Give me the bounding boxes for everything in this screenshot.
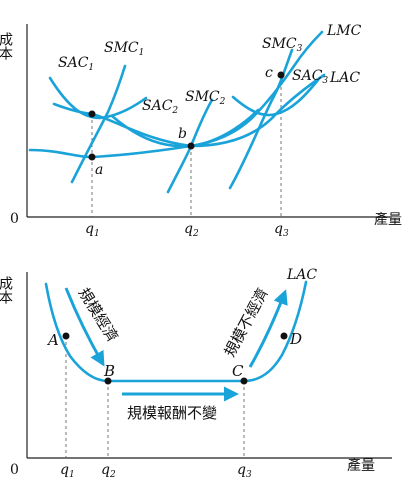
point-D-label: D xyxy=(289,330,302,348)
sac3-label: SAC3 xyxy=(292,68,328,86)
bottom-tick-q2: q2 xyxy=(101,462,116,480)
smc2-label: SMC2 xyxy=(185,89,226,107)
point-a-dot xyxy=(88,153,96,161)
top-diagram: 成本 0 產量 a b c SAC1 SMC1 SAC2 xyxy=(0,23,402,239)
bottom-x-axis-label: 產量 xyxy=(347,457,375,474)
smc1-label: SMC1 xyxy=(104,40,144,58)
point-C-dot xyxy=(240,377,248,385)
point-A-dot xyxy=(62,332,70,340)
top-x-axis-label: 產量 xyxy=(374,211,402,228)
lac-label: LAC xyxy=(329,70,360,86)
constant-returns-label: 規模報酬不變 xyxy=(127,404,217,422)
lac-u-label: LAC xyxy=(286,267,317,283)
sac1-tangent-dot xyxy=(88,110,96,118)
point-D-dot xyxy=(280,332,288,340)
sac2-label: SAC2 xyxy=(142,98,178,116)
sac1-label: SAC1 xyxy=(58,55,94,73)
point-C-label: C xyxy=(232,362,244,380)
smc3-curve xyxy=(228,48,294,190)
bottom-tick-q3: q3 xyxy=(237,462,252,480)
top-origin: 0 xyxy=(10,211,19,227)
bottom-origin: 0 xyxy=(10,462,19,478)
point-c-label: c xyxy=(265,65,273,81)
economies-arrow xyxy=(64,287,105,367)
diseconomies-arrow xyxy=(248,289,288,368)
bottom-diagram: 成本 0 產量 A B C D LAC 規模經濟 規模報酬不變 規模不經濟 q1 xyxy=(0,267,392,480)
bottom-tick-q1: q1 xyxy=(60,462,75,480)
bottom-y-axis-label: 成本 xyxy=(0,276,13,304)
top-tick-q1: q1 xyxy=(85,221,100,239)
lac-u-curve xyxy=(44,280,308,383)
point-b-label: b xyxy=(178,126,187,142)
point-A-label: A xyxy=(46,331,59,349)
point-a-label: a xyxy=(95,162,103,178)
top-tick-q3: q3 xyxy=(274,221,289,239)
diseconomies-of-scale-label: 規模不經濟 xyxy=(221,285,272,360)
smc3-label: SMC3 xyxy=(262,36,303,54)
sac1-curve xyxy=(48,76,148,120)
sac3-curve xyxy=(231,78,320,117)
point-c-dot xyxy=(277,71,285,79)
point-b-dot xyxy=(187,142,195,150)
point-B-dot xyxy=(104,377,112,385)
top-y-axis-label: 成本 xyxy=(0,32,13,60)
economies-of-scale-label: 規模經濟 xyxy=(75,285,122,345)
lmc-label: LMC xyxy=(326,23,362,39)
point-B-label: B xyxy=(103,362,115,380)
top-tick-q2: q2 xyxy=(184,221,199,239)
